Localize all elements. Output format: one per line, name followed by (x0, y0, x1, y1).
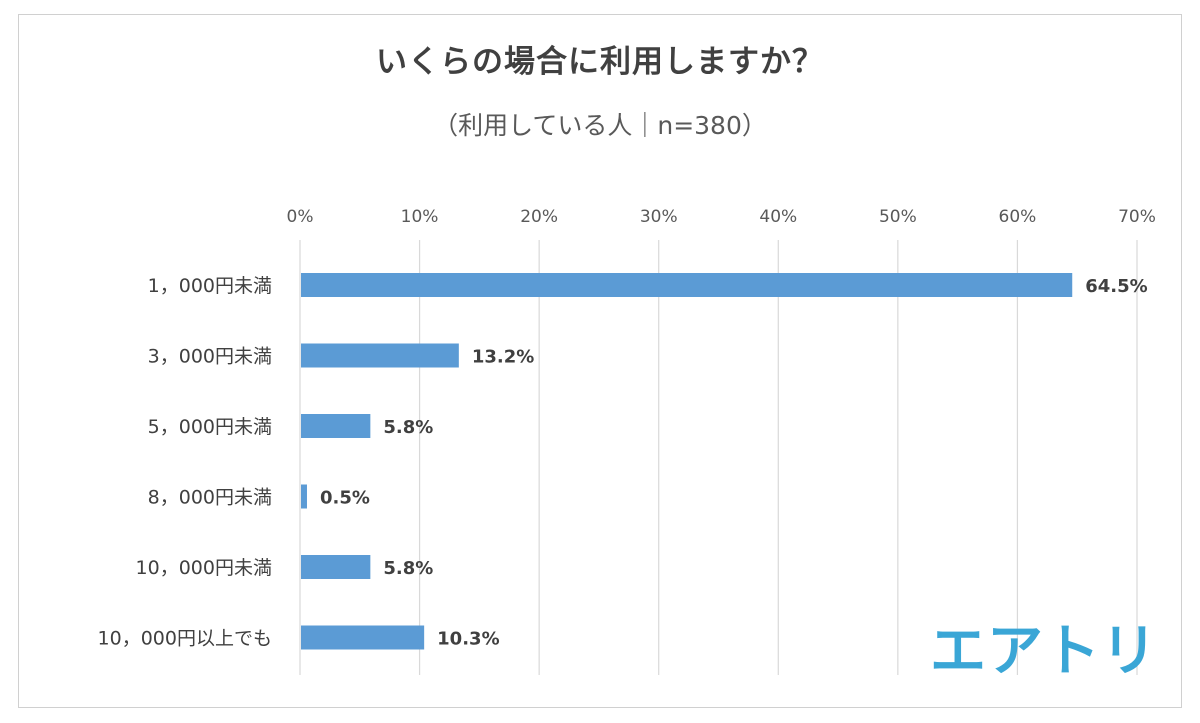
category-label: 10，000円未満 (136, 557, 272, 579)
bar (301, 484, 307, 509)
x-tick-label: 60% (999, 207, 1037, 227)
category-label: 3，000円未満 (148, 346, 272, 368)
data-label: 13.2% (472, 347, 534, 368)
data-label: 0.5% (320, 488, 370, 509)
data-label: 5.8% (383, 417, 433, 438)
bar (301, 414, 371, 438)
x-tick-label: 10% (401, 207, 439, 227)
bar (301, 625, 425, 650)
data-label: 64.5% (1085, 276, 1147, 297)
category-label: 8，000円未満 (148, 487, 272, 509)
data-label: 10.3% (437, 629, 499, 650)
x-tick-label: 50% (879, 207, 917, 227)
data-label: 5.8% (383, 558, 433, 579)
category-label: 10，000円以上でも (98, 628, 272, 650)
chart-frame (18, 14, 1182, 708)
x-tick-label: 0% (287, 207, 314, 227)
brand-logo: エアトリ (930, 619, 1158, 684)
bar (301, 273, 1073, 297)
category-label: 1，000円未満 (148, 275, 272, 297)
chart-subtitle: （利用している人｜n=380） (433, 111, 767, 140)
category-label: 5，000円未満 (148, 416, 272, 438)
x-tick-label: 30% (640, 207, 678, 227)
chart-title: いくらの場合に利用しますか？ (376, 44, 824, 80)
bar (301, 555, 371, 579)
bar (301, 343, 459, 368)
x-tick-label: 20% (520, 207, 558, 227)
x-tick-label: 70% (1118, 207, 1156, 227)
x-tick-label: 40% (759, 207, 797, 227)
